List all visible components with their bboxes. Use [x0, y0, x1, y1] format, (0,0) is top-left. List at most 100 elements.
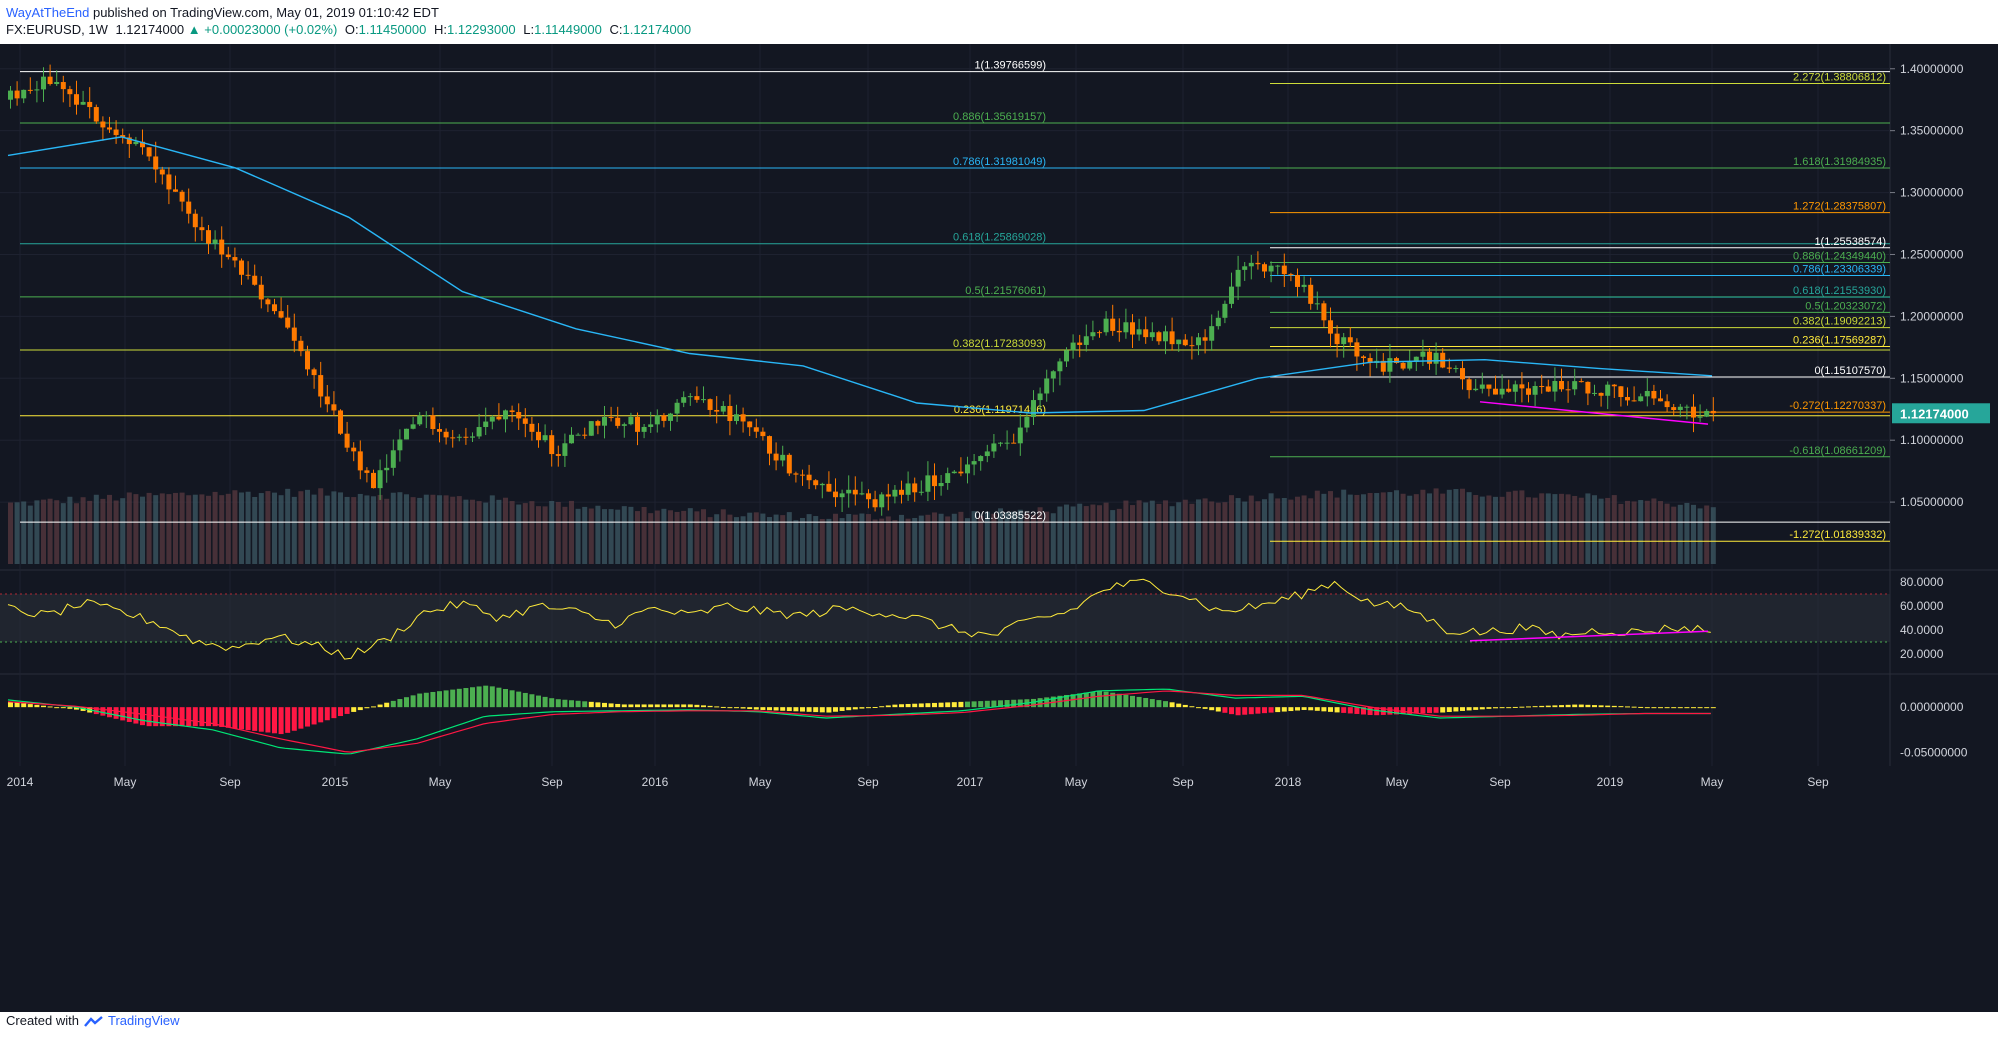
- macd-histogram-bar: [357, 707, 363, 711]
- price-axis[interactable]: 1.40000000 1.35000000 1.30000000 1.25000000…: [1890, 62, 1990, 509]
- candle-body: [463, 436, 469, 438]
- volume-bar: [588, 508, 594, 564]
- volume-bar: [258, 493, 264, 564]
- macd-histogram-bar: [1275, 707, 1281, 713]
- candle-body: [767, 436, 772, 454]
- macd-histogram-bar: [324, 707, 330, 721]
- volume-bar: [338, 492, 343, 564]
- candle-body: [1328, 320, 1333, 334]
- volume-bar: [687, 508, 693, 564]
- candle-body: [1697, 416, 1703, 418]
- macd-histogram-bar: [384, 702, 390, 708]
- tradingview-brand[interactable]: TradingView: [108, 1013, 180, 1028]
- volume-bar: [93, 494, 99, 564]
- candle-body: [476, 427, 482, 437]
- candle-body: [668, 413, 673, 421]
- volume-bar: [470, 499, 475, 564]
- macd-histogram-bar: [1433, 707, 1439, 713]
- volume-bar: [522, 503, 528, 564]
- volume-bar: [866, 514, 871, 564]
- candle-body: [1367, 358, 1373, 363]
- candle-body: [107, 127, 112, 130]
- volume-bar: [516, 504, 522, 564]
- macd-histogram-bar: [951, 702, 957, 708]
- volume-bar: [1433, 488, 1439, 564]
- macd-histogram-bar: [404, 697, 409, 708]
- author-link[interactable]: WayAtTheEnd: [6, 5, 90, 20]
- candle-body: [60, 82, 66, 90]
- volume-bar: [1354, 494, 1360, 564]
- macd-histogram-bar: [1638, 706, 1644, 708]
- candle-body: [397, 439, 403, 451]
- macd-histogram-bar: [100, 707, 106, 716]
- candle-body: [1229, 286, 1234, 304]
- volume-bar: [1651, 498, 1657, 564]
- macd-histogram-bar: [1605, 705, 1611, 708]
- candle-body: [1466, 379, 1472, 391]
- candle-body: [1057, 361, 1063, 372]
- macd-histogram-bar: [661, 704, 667, 708]
- rsi-pane: 80.0000 60.0000 40.0000 20.0000: [0, 575, 1944, 661]
- macd-histogram-bar: [1631, 706, 1637, 708]
- volume-bar: [1625, 500, 1630, 564]
- time-axis[interactable]: 2014 May Sep 2015 May Sep 2016 May Sep 2017 May Sep…: [7, 775, 1829, 789]
- volume-bar: [397, 492, 403, 564]
- time-tick-label: Sep: [1489, 775, 1511, 789]
- volume-bar: [1308, 498, 1314, 564]
- macd-histogram-bar: [800, 707, 805, 712]
- candle-body: [621, 424, 627, 426]
- volume-bar: [536, 506, 541, 564]
- candle-body: [1334, 333, 1340, 345]
- time-tick-label: 2016: [642, 775, 669, 789]
- macd-histogram-bar: [311, 707, 317, 725]
- volume-bar: [311, 494, 317, 564]
- macd-histogram-bar: [41, 705, 46, 708]
- candle-body: [1044, 378, 1050, 394]
- candle-body: [635, 416, 640, 432]
- volume-bar: [1143, 502, 1149, 564]
- candle-body: [357, 451, 363, 471]
- volume-bar: [265, 491, 271, 564]
- candle-body: [179, 191, 185, 202]
- macd-histogram-bar: [529, 694, 535, 708]
- macd-histogram-bar: [285, 707, 291, 733]
- volume-bar: [1380, 492, 1386, 564]
- macd-histogram-bar: [668, 704, 673, 708]
- macd-histogram-bar: [166, 707, 172, 727]
- macd-histogram-bar: [1288, 707, 1294, 712]
- candle-body: [225, 254, 231, 258]
- volume-bar: [1545, 493, 1551, 564]
- macd-histogram-bar: [153, 707, 159, 727]
- candle-body: [437, 429, 442, 432]
- chart-canvas[interactable]: 1(1.39766599) 0.886(1.35619157) 0.786(1.31…: [0, 44, 1998, 1012]
- macd-histogram-bar: [1209, 707, 1215, 711]
- candle-body: [687, 396, 693, 398]
- volume-bar: [219, 495, 225, 564]
- volume-bar: [1684, 502, 1690, 564]
- macd-histogram-bar: [1664, 707, 1670, 709]
- macd-histogram-bar: [773, 707, 779, 711]
- macd-histogram-bar: [371, 706, 376, 708]
- candle-body: [331, 404, 337, 411]
- volume-bar: [1486, 495, 1492, 564]
- macd-histogram-bar: [1684, 707, 1690, 709]
- candle-body: [1090, 332, 1096, 337]
- macd-histogram-bar: [245, 707, 251, 731]
- volume-bar: [641, 506, 647, 564]
- macd-histogram-bar: [925, 703, 931, 708]
- macd-histogram-bar: [1149, 699, 1155, 708]
- symbol-label[interactable]: FX:EURUSD, 1W: [6, 22, 108, 37]
- macd-histogram-bar: [351, 707, 357, 712]
- candle-body: [747, 421, 753, 428]
- macd-histogram-bar: [793, 707, 799, 712]
- macd-histogram-bar: [1077, 693, 1083, 708]
- volume-bar: [377, 494, 383, 564]
- macd-histogram-bar: [1037, 698, 1043, 708]
- macd-histogram-bar: [846, 707, 852, 711]
- macd-histogram-bar: [1691, 707, 1696, 709]
- macd-histogram-bar: [173, 707, 178, 727]
- volume-bar: [1024, 513, 1030, 564]
- candle-body: [1130, 322, 1135, 335]
- volume-bar: [1578, 497, 1584, 564]
- candle-body: [192, 213, 198, 228]
